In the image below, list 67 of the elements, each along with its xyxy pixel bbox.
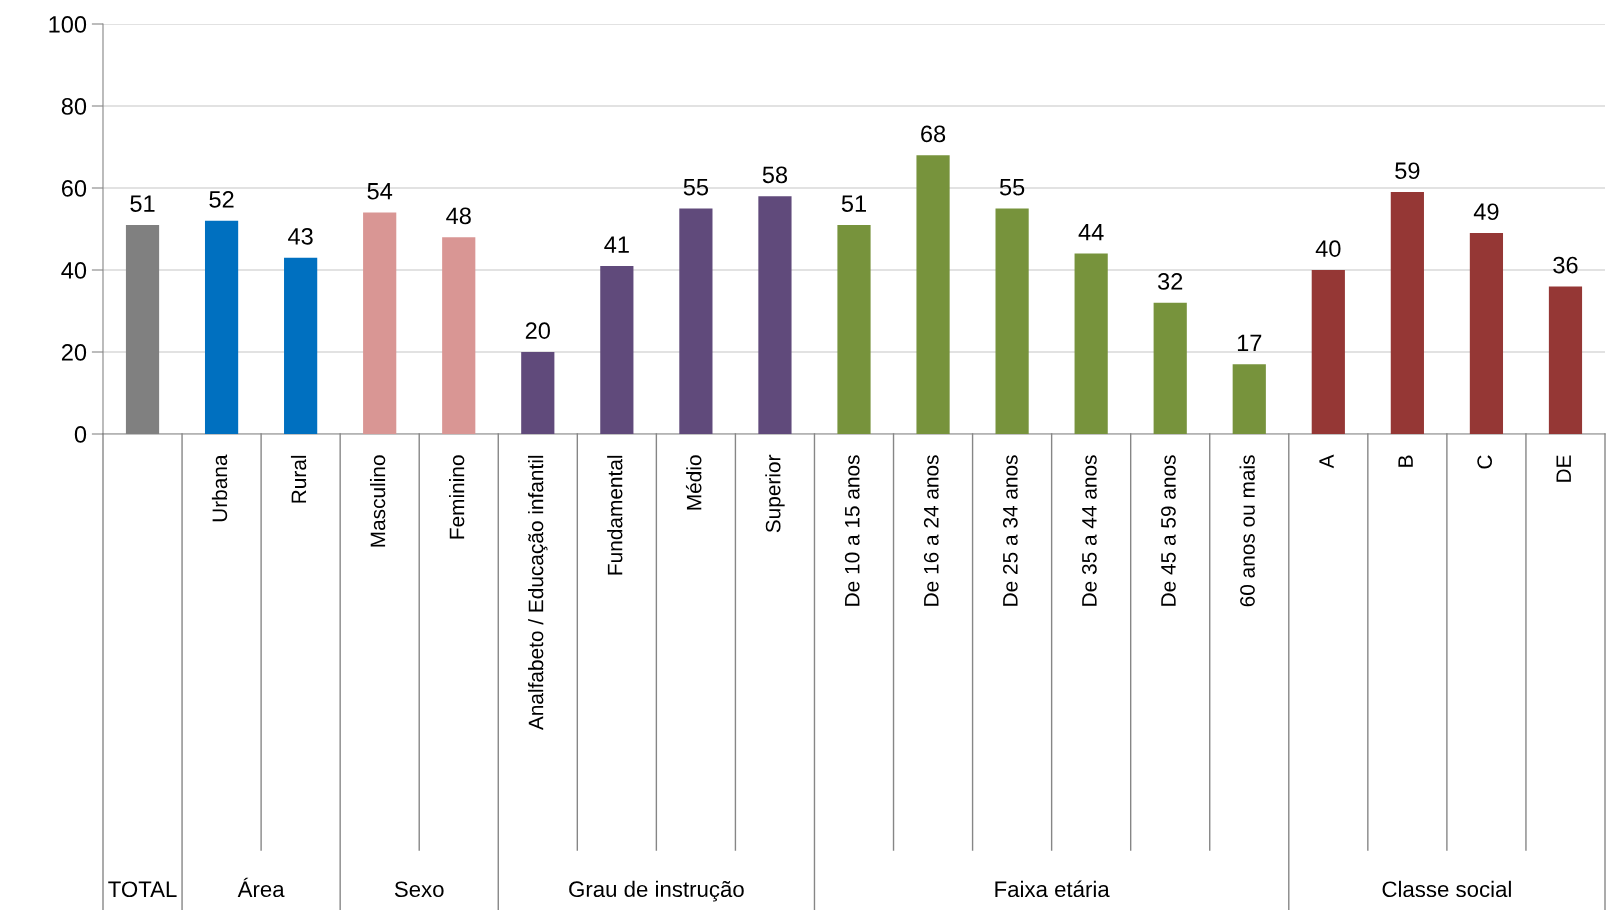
y-tick-label: 100 <box>49 16 87 33</box>
data-label: 41 <box>604 236 629 253</box>
x-tick-label: De 45 a 59 anos <box>1161 455 1176 606</box>
bar <box>1232 364 1266 434</box>
x-tick-label: Rural <box>290 455 307 503</box>
y-tick-label: 20 <box>61 344 87 361</box>
x-tick-label: 60 anos ou mais <box>1239 455 1255 607</box>
data-label: 44 <box>1078 224 1104 241</box>
bar <box>442 237 476 434</box>
data-label: 49 <box>1473 203 1499 221</box>
data-label: 51 <box>130 195 155 212</box>
text: Sexo <box>394 881 444 898</box>
y-tick-label: 40 <box>61 262 87 279</box>
data-label: 36 <box>1553 256 1578 274</box>
bar <box>204 220 239 434</box>
x-tick-label: Fundamental <box>607 455 623 575</box>
bar <box>1548 286 1583 434</box>
bar <box>1469 233 1504 434</box>
data-label: 32 <box>1157 273 1183 290</box>
data-label: 55 <box>683 179 709 196</box>
data-label: 20 <box>525 322 550 339</box>
y-tick-label: 80 <box>61 98 87 115</box>
x-tick-label: Superior <box>765 454 785 533</box>
data-label: 68 <box>921 125 946 143</box>
y-tick-label: 0 <box>74 426 87 443</box>
bar <box>284 257 318 434</box>
bar <box>600 265 634 434</box>
x-tick-label: De 25 a 34 anos <box>1002 455 1018 606</box>
text: Classe social <box>1382 880 1511 898</box>
bar <box>679 208 713 434</box>
x-tick-label: Urbana <box>211 454 228 522</box>
data-label: 55 <box>999 179 1025 196</box>
text: TOTAL <box>108 881 177 898</box>
data-label: 40 <box>1315 240 1341 257</box>
x-tick-label: Feminino <box>449 455 465 539</box>
data-label: 58 <box>762 166 788 184</box>
x-tick-label: De 16 a 24 anos <box>923 455 939 606</box>
bar <box>1390 192 1424 434</box>
data-label: 43 <box>288 227 313 245</box>
bar <box>1153 302 1187 434</box>
text: Faixa etária <box>995 880 1110 898</box>
bar <box>837 224 871 434</box>
x-tick-label: De 35 a 44 anos <box>1082 455 1097 606</box>
bar <box>363 212 397 434</box>
bar <box>916 155 950 434</box>
data-label: 51 <box>841 195 866 212</box>
x-tick-label: DE <box>1556 455 1571 482</box>
x-tick-label: B <box>1398 455 1413 467</box>
text: Grau de instrução <box>569 880 744 902</box>
bar <box>1311 270 1345 434</box>
x-tick-label: A <box>1319 454 1334 469</box>
y-tick-label: 60 <box>61 180 87 197</box>
x-tick-label: Médio <box>685 455 702 510</box>
x-tick-label: C <box>1477 455 1493 469</box>
bar <box>521 352 555 434</box>
data-label: 52 <box>209 191 234 208</box>
data-label: 59 <box>1395 162 1420 180</box>
data-label: 17 <box>1237 334 1262 352</box>
x-tick-label: Analfabeto / Educação infantil <box>528 455 548 731</box>
x-tick-label: Masculino <box>369 455 386 547</box>
text: Área <box>237 877 285 898</box>
bar <box>758 196 792 434</box>
data-label: 48 <box>446 207 471 225</box>
x-tick-label: De 10 a 15 anos <box>844 455 860 606</box>
bar <box>1074 253 1108 434</box>
bar <box>995 208 1029 434</box>
data-label: 54 <box>367 183 393 200</box>
